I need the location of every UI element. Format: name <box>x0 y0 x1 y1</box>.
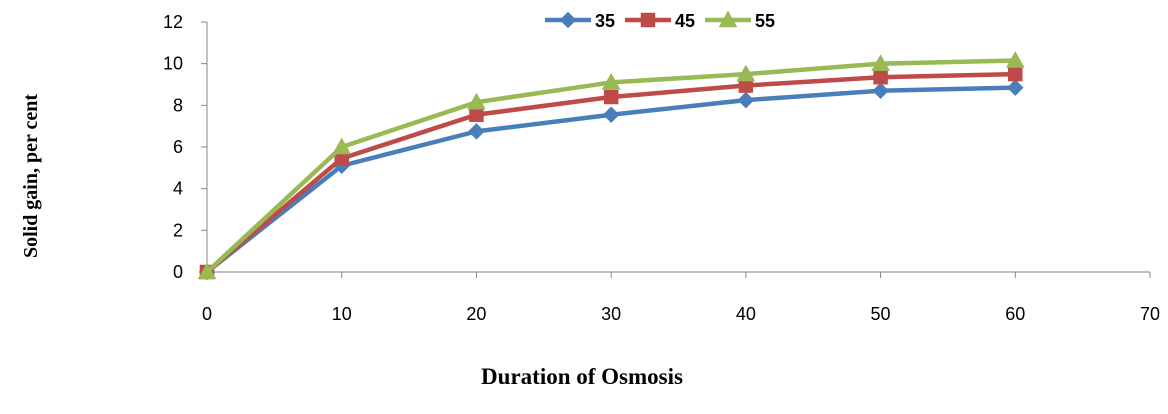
y-tick-label: 4 <box>173 179 183 199</box>
x-tick-label: 40 <box>736 304 756 324</box>
y-tick-label: 8 <box>173 95 183 115</box>
x-tick-label: 60 <box>1005 304 1025 324</box>
y-tick-label: 10 <box>163 54 183 74</box>
y-tick-label: 0 <box>173 262 183 282</box>
x-axis-title: Duration of Osmosis <box>481 364 683 389</box>
legend-label: 35 <box>595 11 615 31</box>
data-point-55 <box>1005 51 1025 68</box>
x-tick-label: 30 <box>601 304 621 324</box>
y-tick-label: 2 <box>173 220 183 240</box>
x-tick-labels: 0 10 20 30 40 50 60 70 <box>202 304 1160 324</box>
legend: 35 45 55 <box>545 10 775 31</box>
legend-item-55: 55 <box>705 10 775 31</box>
legend-item-35: 35 <box>545 11 615 31</box>
data-point-35 <box>602 106 620 124</box>
legend-label: 45 <box>675 11 695 31</box>
tick-marks <box>201 21 1151 278</box>
x-tick-label: 10 <box>332 304 352 324</box>
y-tick-label: 12 <box>163 12 183 32</box>
x-tick-label: 50 <box>871 304 891 324</box>
data-point-35 <box>872 82 889 100</box>
data-point-55 <box>332 137 352 155</box>
data-point-55 <box>736 64 756 82</box>
series-45 <box>199 66 1023 280</box>
x-tick-label: 20 <box>466 304 486 324</box>
x-tick-label: 70 <box>1140 304 1160 324</box>
data-point-35 <box>468 123 485 140</box>
legend-marker <box>559 11 577 29</box>
data-point-55 <box>871 54 890 71</box>
y-tick-labels: 0 2 4 6 8 10 12 <box>163 12 183 282</box>
legend-label: 55 <box>755 11 775 31</box>
legend-marker <box>718 10 738 28</box>
legend-marker <box>640 12 656 28</box>
series-35 <box>198 79 1024 281</box>
data-point-45 <box>873 69 888 85</box>
data-point-45 <box>603 89 619 105</box>
data-point-55 <box>601 72 621 90</box>
series-55 <box>197 51 1025 280</box>
legend-item-45: 45 <box>625 11 695 31</box>
series-lines <box>197 51 1025 281</box>
data-point-45 <box>469 107 484 122</box>
data-point-55 <box>197 262 217 280</box>
y-axis-title: Solid gain, per cent <box>20 94 42 258</box>
data-point-45 <box>1008 66 1023 82</box>
data-point-55 <box>467 92 486 110</box>
data-point-35 <box>1006 79 1024 96</box>
data-point-35 <box>737 91 755 109</box>
y-tick-label: 6 <box>173 137 183 157</box>
x-tick-label: 0 <box>202 304 212 324</box>
